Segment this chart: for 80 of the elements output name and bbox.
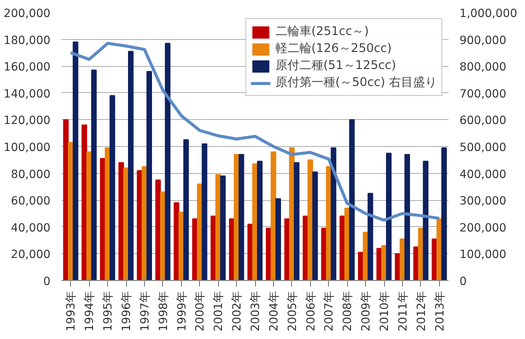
bar	[257, 160, 263, 280]
y2-tick-label: 200,000	[460, 220, 506, 234]
x-tick-label: 2000年	[192, 291, 207, 332]
x-tick-label: 2013年	[432, 291, 446, 332]
bar	[441, 147, 447, 280]
y2-tick-label: 600,000	[460, 113, 506, 128]
bar	[308, 159, 314, 280]
x-tick-label: 2012年	[414, 291, 428, 332]
bar	[220, 175, 226, 280]
bar	[63, 119, 69, 280]
y2-tick-label: 1,000,000	[460, 6, 518, 20]
bar	[368, 192, 374, 280]
y-tick-label: 20,000	[10, 247, 51, 262]
y2-tick-label: 900,000	[460, 32, 506, 47]
legend-label: 原付第一種(～50cc) 右目盛り	[275, 74, 437, 91]
x-tick-label: 1995年	[100, 291, 115, 332]
y2-tick-label: 0	[460, 274, 467, 288]
y2-tick-label: 800,000	[460, 60, 506, 74]
bar	[128, 50, 134, 280]
bar	[422, 160, 428, 280]
y2-tick-label: 500,000	[460, 140, 506, 154]
bar	[100, 158, 106, 280]
y2-tick-label: 300,000	[460, 194, 506, 208]
y2-tick-label: 400,000	[460, 166, 506, 181]
bar	[404, 154, 410, 280]
y-tick-label: 200,000	[4, 6, 51, 20]
x-tick-label: 2011年	[395, 291, 410, 332]
bar	[91, 70, 97, 280]
y2-tick-label: 100,000	[460, 247, 506, 262]
bar	[202, 143, 208, 280]
x-tick-label: 2008年	[340, 291, 354, 332]
bar	[349, 119, 355, 280]
x-tick-label: 2001年	[211, 291, 226, 332]
x-tick-label: 2006年	[303, 291, 318, 332]
bar	[72, 41, 78, 280]
bar	[340, 216, 346, 280]
x-tick-label: 2009年	[358, 291, 373, 332]
x-tick-label: 1998年	[156, 291, 170, 332]
y-tick-label: 40,000	[10, 220, 51, 234]
bar	[294, 162, 300, 280]
x-tick-label: 2004年	[266, 291, 280, 332]
x-tick-label: 2010年	[377, 291, 391, 332]
bar	[330, 147, 336, 280]
bar	[312, 171, 318, 280]
y-tick-label: 100,000	[4, 140, 51, 154]
x-tick-label: 1994年	[82, 291, 96, 332]
bar	[238, 154, 244, 280]
bar	[82, 124, 88, 280]
bar	[270, 151, 276, 280]
legend-label: 軽二輪(126～250cc)	[275, 40, 392, 57]
bar	[302, 216, 308, 280]
bar	[146, 70, 152, 280]
x-tick-label: 2007年	[322, 291, 336, 332]
y-tick-label: 140,000	[4, 86, 51, 100]
legend-label: 原付二種(51～125cc)	[275, 57, 396, 74]
y-tick-label: 80,000	[10, 166, 51, 181]
y-tick-label: 0	[43, 274, 51, 288]
bar	[321, 228, 327, 280]
y-tick-label: 180,000	[4, 32, 51, 47]
x-tick-label: 1997年	[137, 291, 152, 332]
x-tick-label: 2003年	[248, 291, 262, 332]
x-tick-label: 2005年	[284, 291, 299, 332]
bar	[174, 202, 180, 280]
bar	[142, 166, 148, 280]
bar	[110, 95, 116, 280]
bar	[386, 152, 392, 280]
line-series	[69, 42, 441, 222]
y-tick-label: 120,000	[4, 113, 51, 128]
x-tick-label: 2002年	[230, 291, 244, 332]
bar	[210, 216, 216, 280]
bar	[275, 198, 281, 280]
x-tick-label: 1999年	[174, 291, 188, 332]
bar	[183, 139, 189, 280]
y-tick-label: 60,000	[10, 194, 51, 208]
x-tick-label: 1993年	[64, 291, 78, 332]
x-tick-label: 1996年	[119, 291, 133, 332]
y2-tick-label: 700,000	[460, 86, 506, 100]
y-tick-label: 160,000	[4, 60, 51, 74]
bar	[164, 42, 170, 280]
legend-label: 二輪車(251cc～)	[275, 23, 369, 40]
